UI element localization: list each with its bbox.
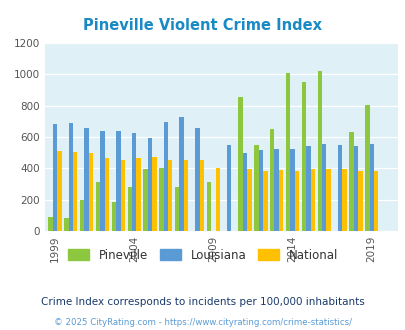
Bar xyxy=(120,160,125,231)
Bar xyxy=(317,71,321,231)
Bar xyxy=(136,158,141,231)
Bar xyxy=(254,145,258,231)
Bar xyxy=(242,153,247,231)
Bar xyxy=(179,116,183,231)
Text: Pineville Violent Crime Index: Pineville Violent Crime Index xyxy=(83,18,322,33)
Bar xyxy=(258,150,262,231)
Bar xyxy=(357,171,362,231)
Bar xyxy=(104,158,109,231)
Bar xyxy=(215,168,220,231)
Text: © 2025 CityRating.com - https://www.cityrating.com/crime-statistics/: © 2025 CityRating.com - https://www.city… xyxy=(54,318,351,327)
Bar xyxy=(57,151,62,231)
Bar xyxy=(143,169,147,231)
Legend: Pineville, Louisiana, National: Pineville, Louisiana, National xyxy=(63,244,342,266)
Bar xyxy=(152,157,156,231)
Bar xyxy=(278,170,283,231)
Bar xyxy=(285,74,290,231)
Bar xyxy=(116,131,120,231)
Bar xyxy=(326,169,330,231)
Bar xyxy=(353,146,357,231)
Bar xyxy=(247,169,251,231)
Bar xyxy=(305,146,310,231)
Bar xyxy=(310,169,314,231)
Bar xyxy=(147,138,152,231)
Bar xyxy=(269,129,274,231)
Bar xyxy=(127,187,132,231)
Bar xyxy=(163,122,168,231)
Bar xyxy=(96,182,100,231)
Bar xyxy=(195,128,199,231)
Bar xyxy=(168,160,172,231)
Bar xyxy=(89,153,93,231)
Bar xyxy=(373,171,377,231)
Text: Crime Index corresponds to incidents per 100,000 inhabitants: Crime Index corresponds to incidents per… xyxy=(41,297,364,307)
Bar xyxy=(132,133,136,231)
Bar xyxy=(348,132,353,231)
Bar xyxy=(100,131,104,231)
Bar xyxy=(68,123,73,231)
Bar xyxy=(274,149,278,231)
Bar xyxy=(262,172,267,231)
Bar xyxy=(238,97,242,231)
Bar xyxy=(364,105,369,231)
Bar xyxy=(226,145,231,231)
Bar xyxy=(337,145,341,231)
Bar xyxy=(53,124,57,231)
Bar xyxy=(294,171,298,231)
Bar xyxy=(111,202,116,231)
Bar xyxy=(290,149,294,231)
Bar xyxy=(73,152,77,231)
Bar xyxy=(183,160,188,231)
Bar xyxy=(64,218,68,231)
Bar xyxy=(341,169,346,231)
Bar xyxy=(80,200,84,231)
Bar xyxy=(159,168,163,231)
Bar xyxy=(369,144,373,231)
Bar xyxy=(321,144,326,231)
Bar xyxy=(199,160,204,231)
Bar xyxy=(175,187,179,231)
Bar xyxy=(48,217,53,231)
Bar xyxy=(301,82,305,231)
Bar xyxy=(206,182,211,231)
Bar xyxy=(84,128,89,231)
